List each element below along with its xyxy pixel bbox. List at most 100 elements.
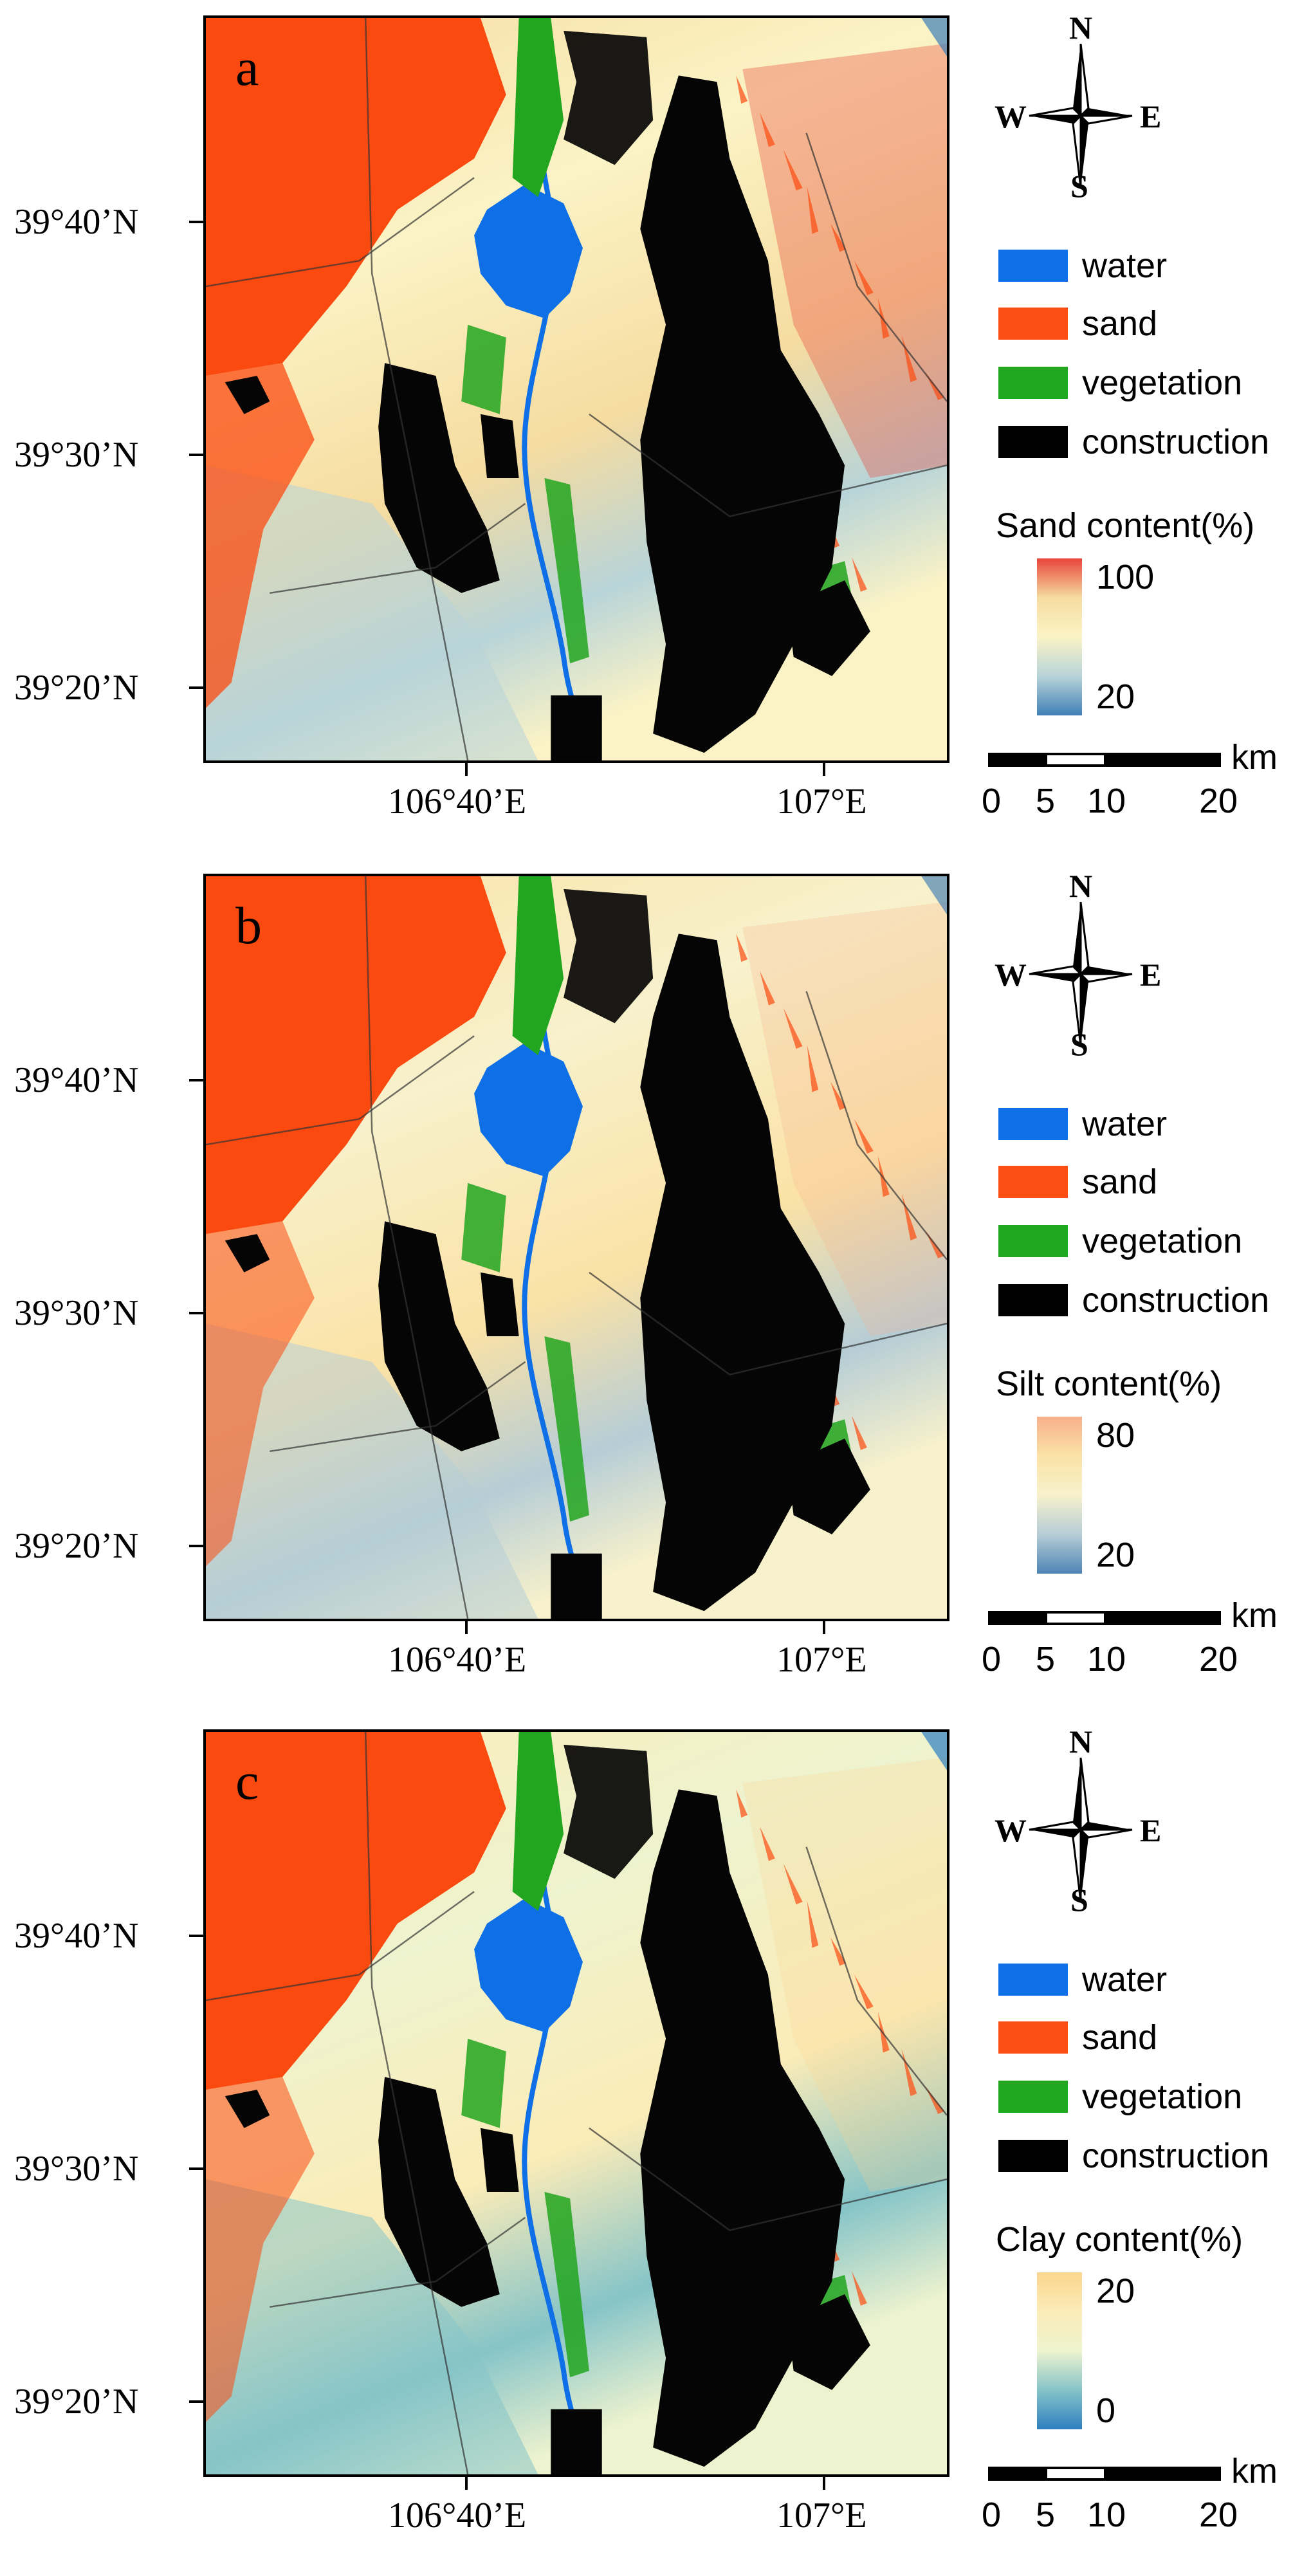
scale-segment — [1104, 1614, 1218, 1623]
construction-area — [787, 1438, 870, 1534]
legend-label: vegetation — [1082, 1222, 1243, 1260]
latitude-tick — [189, 2400, 203, 2403]
road — [270, 2216, 526, 2308]
compass-west-label: W — [995, 957, 1027, 993]
compass-west-label: W — [995, 98, 1027, 134]
scale-tick-label: 10 — [1087, 1640, 1126, 1679]
colorbar-min-label: 20 — [1096, 677, 1135, 716]
soil-patch — [742, 901, 947, 1337]
vegetation-area — [512, 18, 564, 198]
construction-area — [564, 30, 654, 165]
sand-streak — [854, 1119, 874, 1154]
latitude-label: 39°30’N — [14, 1293, 139, 1333]
scale-segment — [1047, 2469, 1104, 2478]
road — [270, 1361, 526, 1453]
soil-patch — [921, 876, 947, 915]
scale-segment — [991, 755, 1047, 764]
compass-needle — [1079, 901, 1090, 977]
compass-needle — [1078, 115, 1133, 125]
construction-area — [564, 888, 654, 1024]
vegetation-area — [544, 2192, 589, 2378]
colorbar-max-label: 80 — [1096, 1416, 1135, 1455]
construction-area — [378, 2077, 500, 2307]
vegetation-area — [544, 478, 589, 664]
sand-streak — [807, 1900, 819, 1948]
latitude-tick — [189, 454, 203, 456]
water-body — [474, 184, 583, 318]
construction-area — [787, 580, 870, 676]
road — [365, 18, 469, 760]
road — [589, 413, 947, 517]
scale-segment — [991, 2469, 1047, 2478]
legend-swatch — [998, 1108, 1068, 1140]
construction-area — [378, 363, 500, 593]
water-body — [474, 1042, 583, 1177]
road — [206, 1035, 475, 1146]
compass-south-label: S — [1070, 1026, 1088, 1062]
longitude-tick — [823, 763, 825, 776]
latitude-tick — [189, 1935, 203, 1937]
scale-tick-label: 0 — [982, 1640, 1002, 1679]
construction-area — [640, 934, 845, 1612]
legend-label: construction — [1082, 423, 1270, 461]
scale-segment — [1104, 2469, 1218, 2478]
latitude-label: 39°20’N — [14, 1526, 139, 1566]
scale-tick-label: 5 — [1036, 782, 1056, 820]
vegetation-area — [544, 1336, 589, 1522]
longitude-label: 106°40’E — [388, 782, 527, 822]
scale-bar — [988, 2467, 1221, 2481]
map-view: a — [203, 15, 949, 763]
scale-tick-label: 10 — [1087, 782, 1126, 820]
sand-streak — [736, 75, 748, 104]
sand-streak — [760, 1826, 775, 1861]
sand-streak — [736, 934, 748, 962]
sand-streak — [760, 970, 775, 1006]
scale-tick-label: 20 — [1199, 2496, 1238, 2534]
construction-area — [378, 1221, 500, 1451]
sand-streak — [783, 1863, 803, 1905]
compass-north-label: N — [1069, 10, 1093, 46]
legend-label: water — [1082, 246, 1168, 285]
compass-west-label: W — [995, 1812, 1027, 1848]
colorbar-min-label: 0 — [1096, 2391, 1116, 2430]
sand-streak — [852, 1415, 867, 1450]
longitude-tick — [465, 1621, 468, 1634]
road — [805, 133, 947, 402]
road — [365, 876, 469, 1619]
soil-patch — [742, 1757, 947, 2193]
scale-tick-label: 5 — [1036, 1640, 1056, 1679]
longitude-tick — [465, 763, 468, 776]
latitude-tick — [189, 221, 203, 223]
latitude-label: 39°40’N — [14, 1060, 139, 1100]
scale-tick-label: 0 — [982, 782, 1002, 820]
compass-needle — [1079, 43, 1090, 118]
legend-swatch — [998, 2140, 1068, 2172]
scale-segment — [1104, 755, 1218, 764]
legend-swatch — [998, 1166, 1068, 1198]
compass-needle — [1029, 965, 1083, 975]
soil-texture-map — [206, 18, 947, 760]
colorbar-max-label: 100 — [1096, 558, 1155, 596]
longitude-label: 107°E — [776, 782, 867, 822]
compass-east-label: E — [1140, 1812, 1162, 1848]
soil-patch — [206, 2179, 538, 2474]
legend-swatch — [998, 1964, 1068, 1996]
sand-streak — [852, 557, 867, 592]
latitude-tick — [189, 1312, 203, 1314]
vegetation-area — [461, 1182, 506, 1273]
road — [589, 1271, 947, 1375]
vegetation-area — [512, 876, 564, 1056]
sand-streak — [830, 223, 847, 252]
north-arrow-icon: N S W E — [991, 869, 1171, 1062]
colorbar-max-label: 20 — [1096, 2272, 1135, 2310]
latitude-label: 39°20’N — [14, 668, 139, 708]
vegetation-area — [512, 1732, 564, 1911]
compass-north-label: N — [1069, 1724, 1093, 1760]
sand-area — [206, 18, 506, 376]
longitude-label: 106°40’E — [388, 2496, 527, 2535]
legend-swatch — [998, 426, 1068, 458]
latitude-tick — [189, 2167, 203, 2170]
latitude-label: 39°40’N — [14, 202, 139, 242]
scale-tick-label: 0 — [982, 2496, 1002, 2534]
